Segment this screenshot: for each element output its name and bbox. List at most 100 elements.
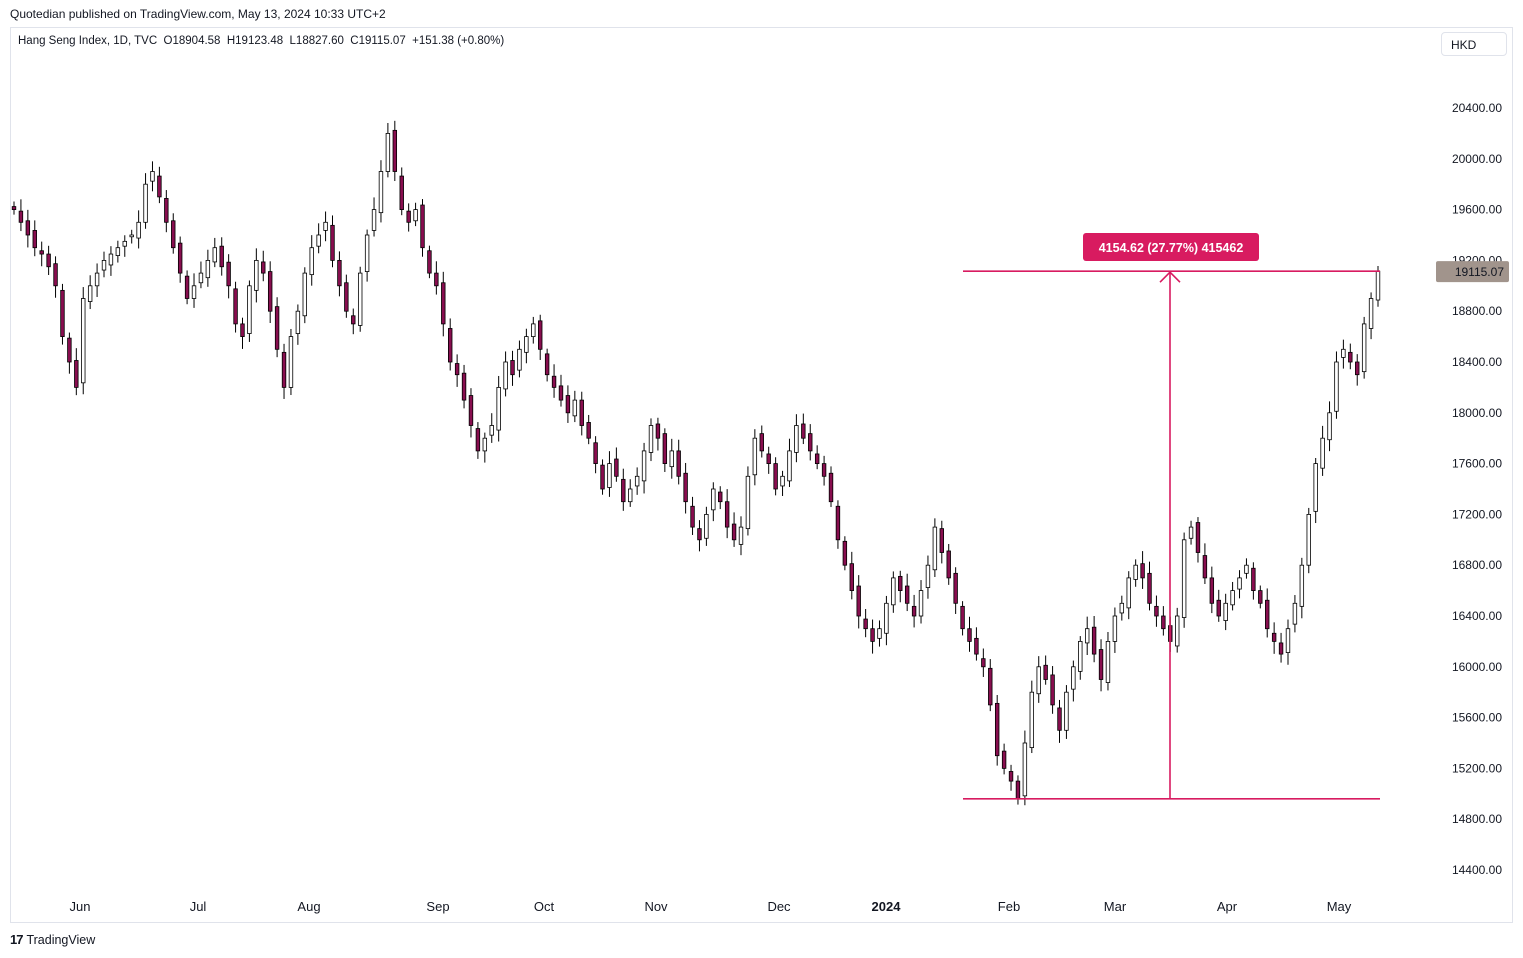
candle-body: [787, 450, 792, 482]
legend-close: C19115.07: [350, 35, 406, 47]
candle-body: [371, 209, 377, 231]
candle-body: [482, 437, 488, 452]
candle-body: [808, 433, 813, 452]
candle-body: [704, 514, 709, 539]
candle-body: [399, 175, 404, 211]
published-line: Quotedian published on TradingView.com, …: [10, 7, 386, 21]
legend-open: O18904.58: [163, 35, 221, 47]
candle-body: [1140, 563, 1145, 579]
candle-body: [1147, 572, 1152, 604]
candle-body: [1105, 641, 1111, 683]
candle-body: [731, 523, 737, 541]
candle-body: [496, 386, 501, 431]
candle-body: [911, 605, 917, 617]
candle-body: [925, 564, 931, 588]
candle-body: [766, 453, 771, 464]
candle-body: [219, 245, 224, 268]
candle-body: [607, 463, 612, 488]
candle-body: [1258, 590, 1263, 604]
candle-body: [1036, 666, 1041, 695]
candle-body: [420, 204, 425, 249]
candle-body: [697, 528, 702, 541]
candle-body: [39, 250, 44, 255]
candle-body: [628, 488, 633, 503]
candle-body: [1209, 577, 1215, 604]
x-tick-label: Mar: [1104, 899, 1127, 914]
candle-body: [676, 450, 681, 477]
candle-body: [524, 336, 529, 353]
y-tick-label: 14800.00: [1452, 812, 1502, 826]
tradingview-footer[interactable]: 17 TradingView: [10, 932, 95, 947]
symbol-legend: Hang Seng Index, 1D, TVC O18904.58 H1912…: [18, 35, 504, 47]
candle-body: [1361, 323, 1367, 373]
candle-body: [724, 501, 730, 528]
tradingview-logo-text: TradingView: [26, 932, 96, 947]
measure-arrow-icon: [1159, 271, 1181, 283]
candle-body: [1230, 590, 1235, 606]
currency-button[interactable]: HKD: [1441, 32, 1507, 56]
candle-body: [745, 475, 751, 530]
candle-body: [171, 220, 176, 249]
candle-body: [1029, 691, 1035, 748]
candle-body: [288, 336, 294, 388]
candle-body: [738, 526, 744, 545]
x-tick-label: May: [1327, 899, 1352, 914]
candle-body: [1001, 750, 1007, 769]
candle-body: [1175, 615, 1180, 647]
candle-body: [198, 272, 204, 284]
x-tick-label: Feb: [998, 899, 1020, 914]
candle-body: [1188, 526, 1194, 539]
candle-body: [1320, 437, 1325, 469]
candle-body: [1195, 522, 1201, 553]
candle-body: [295, 310, 301, 334]
y-tick-label: 20000.00: [1452, 152, 1502, 166]
candle-body: [1098, 649, 1104, 680]
candle-body: [94, 272, 100, 287]
candle-body: [503, 361, 508, 390]
x-tick-label: Jul: [190, 899, 207, 914]
candle-body: [1271, 632, 1277, 642]
legend-high: H19123.48: [226, 35, 284, 47]
candle-body: [621, 478, 626, 503]
candle-body: [904, 585, 910, 604]
y-tick-label: 20400.00: [1452, 101, 1502, 115]
candle-body: [1133, 564, 1138, 580]
last-price-tag: [1436, 261, 1509, 283]
candle-body: [1043, 664, 1048, 680]
candle-body: [351, 315, 356, 325]
candle-body: [1292, 602, 1298, 625]
legend-low: L18827.60: [289, 35, 344, 47]
candle-body: [835, 505, 841, 541]
candle-body: [316, 234, 321, 247]
candle-body: [1112, 615, 1118, 642]
candle-body: [544, 353, 550, 376]
candle-body: [281, 351, 287, 388]
candle-body: [129, 234, 134, 238]
candle-body: [254, 259, 259, 291]
candle-body: [226, 261, 231, 287]
candle-body: [1285, 628, 1291, 653]
candle-body: [1237, 577, 1242, 590]
candle-body: [1022, 742, 1028, 797]
candle-body: [1050, 674, 1055, 706]
candle-body: [510, 360, 515, 376]
y-tick-label: 16400.00: [1452, 609, 1502, 623]
candle-body: [579, 399, 584, 426]
candle-body: [1154, 605, 1159, 617]
y-tick-label: 18400.00: [1452, 355, 1502, 369]
candle-body: [1161, 615, 1166, 630]
candle-body: [1181, 539, 1187, 618]
candle-body: [648, 425, 654, 453]
candle-body: [953, 572, 958, 604]
candle-body: [1057, 707, 1062, 731]
candle-body: [1368, 298, 1374, 329]
candle-body: [67, 337, 72, 363]
candle-body: [863, 618, 868, 630]
candle-body: [551, 375, 557, 388]
candle-body: [247, 285, 252, 334]
candle-body: [669, 450, 674, 468]
candle-body: [614, 458, 619, 477]
x-tick-label: Nov: [644, 899, 668, 914]
measure-label-box: [1083, 233, 1259, 261]
